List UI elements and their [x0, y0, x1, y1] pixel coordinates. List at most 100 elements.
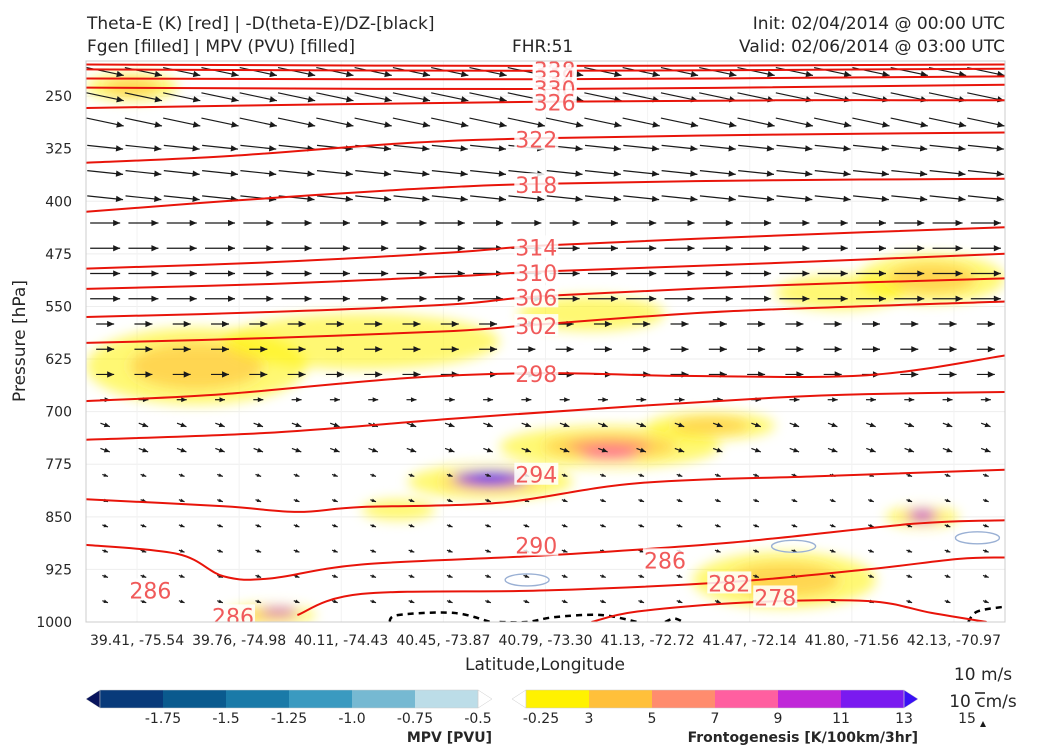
wind-vector-head: [375, 371, 383, 378]
wind-vector-head: [843, 145, 851, 152]
wind-vector-head: [334, 397, 340, 403]
wind-vector-head: [678, 422, 685, 428]
colorbar-tick-label: -0.75: [397, 711, 433, 727]
wind-vector-head: [872, 346, 880, 353]
wind-vector-head: [336, 346, 344, 353]
wind-vector-head: [256, 422, 264, 428]
wind-vector-head: [907, 498, 913, 503]
wind-vector-head: [333, 574, 338, 578]
wind-vector-head: [716, 422, 723, 428]
wind-vector-head: [955, 219, 963, 227]
wind-vector-head: [536, 195, 545, 203]
colorbar-swatch: [526, 690, 590, 708]
wind-vector-head: [371, 599, 377, 604]
title-line-2: Fgen [filled] | MPV (PVU) [filled]: [87, 37, 356, 57]
wind-vector-head: [563, 447, 570, 453]
wind-vector-head: [766, 145, 775, 152]
wind-vector-head: [987, 346, 995, 353]
fgen-region: [887, 263, 976, 294]
fgen-maximum: [471, 474, 509, 483]
wind-vector-head: [409, 549, 415, 553]
wind-vector-head: [268, 145, 277, 152]
wind-vector-head: [870, 397, 876, 403]
wind-vector-head: [498, 145, 506, 152]
wind-vector-head: [840, 295, 848, 302]
wind-vector-head: [984, 574, 989, 578]
wind-vector-head: [294, 498, 300, 503]
wind-vector-head: [294, 549, 300, 553]
wind-vector-head: [793, 422, 800, 428]
x-tick-label: 41.80, -71.56: [805, 633, 899, 649]
y-axis: 250 325 400 475 550 625 700 775 850 925 1000: [36, 89, 72, 631]
wind-vector-head: [869, 523, 874, 528]
wind-vector-head: [831, 447, 838, 453]
wind-vector-head: [371, 447, 378, 453]
wind-vector-head: [754, 498, 759, 503]
mpv-contours: [504, 531, 1001, 587]
wind-vector-head: [679, 397, 685, 403]
wind-vector-head: [307, 70, 316, 78]
wind-vector-head: [256, 447, 264, 453]
wind-vector-head: [524, 599, 530, 604]
wind-vector-head: [371, 549, 377, 553]
wind-vector-head: [371, 473, 377, 477]
wind-vector-head: [307, 96, 316, 103]
wind-vector-head: [572, 245, 580, 252]
theta-e-labels: 3423383343303263223183143103063022982942…: [128, 61, 798, 622]
theta-e-label-bg: [514, 235, 559, 258]
colorbar-swatch: [589, 690, 653, 708]
wind-vector-head: [681, 346, 689, 353]
wind-vector-head: [298, 371, 306, 378]
wind-vector-head: [984, 523, 989, 528]
wind-vector-head: [107, 371, 115, 378]
x-tick-label: 40.79, -73.30: [498, 633, 592, 649]
wind-vector-head: [296, 397, 302, 403]
theta-e-label: 298: [515, 363, 557, 388]
wind-vector-head: [639, 574, 645, 578]
theta-e-contour: [86, 300, 1005, 344]
wind-vector-head: [231, 70, 239, 78]
theta-e-contour: [591, 599, 987, 622]
wind-vector-head: [728, 121, 737, 128]
wind-vector-head: [145, 346, 153, 353]
dtheta-e-dz-contour: [388, 611, 491, 622]
theta-e-label-bg: [211, 604, 256, 622]
wind-vector-head: [996, 195, 1004, 203]
wind-vector-head: [419, 245, 427, 252]
wind-vector-head: [345, 195, 353, 203]
wind-vector-head: [189, 245, 197, 252]
wind-vector-head: [984, 422, 991, 428]
theta-e-label: 282: [708, 572, 750, 597]
wind-vector-head: [996, 170, 1004, 177]
wind-vector-head: [524, 523, 530, 528]
wind-vector-head: [690, 121, 699, 128]
wind-vector-head: [907, 574, 913, 578]
wind-vector-head: [882, 121, 890, 128]
wind-vector-head: [409, 498, 415, 503]
wind-vector-head: [728, 195, 736, 203]
wind-vector-head: [610, 245, 618, 252]
wind-vector-head: [486, 498, 491, 503]
fgen-colorbar: 3 5 7 9 11 13 15: [511, 689, 976, 727]
wind-vector-head: [831, 549, 836, 553]
wind-vector-head: [917, 245, 925, 252]
fgen-region: [130, 342, 263, 390]
wind-vector-head: [141, 473, 147, 477]
wind-vector-head: [958, 170, 966, 177]
wind-vector-head: [754, 549, 759, 553]
colorbar-swatch: [163, 690, 227, 708]
wind-vector-head: [872, 320, 880, 328]
wind-vector-head: [486, 549, 491, 553]
wind-vector-head: [107, 346, 115, 353]
wind-vector-head: [613, 170, 621, 177]
wind-vector-head: [537, 121, 545, 128]
wind-vector-head: [575, 170, 583, 177]
wind-vector-head: [945, 473, 951, 477]
wind-vector-head: [230, 145, 238, 152]
wind-vector-head: [604, 346, 612, 353]
wind-vector-head: [457, 245, 465, 252]
wind-vector-head: [294, 523, 300, 528]
wind-vector-head: [222, 320, 230, 328]
x-tick-label: 39.76, -74.98: [192, 633, 286, 649]
wind-vector-head: [448, 447, 455, 453]
